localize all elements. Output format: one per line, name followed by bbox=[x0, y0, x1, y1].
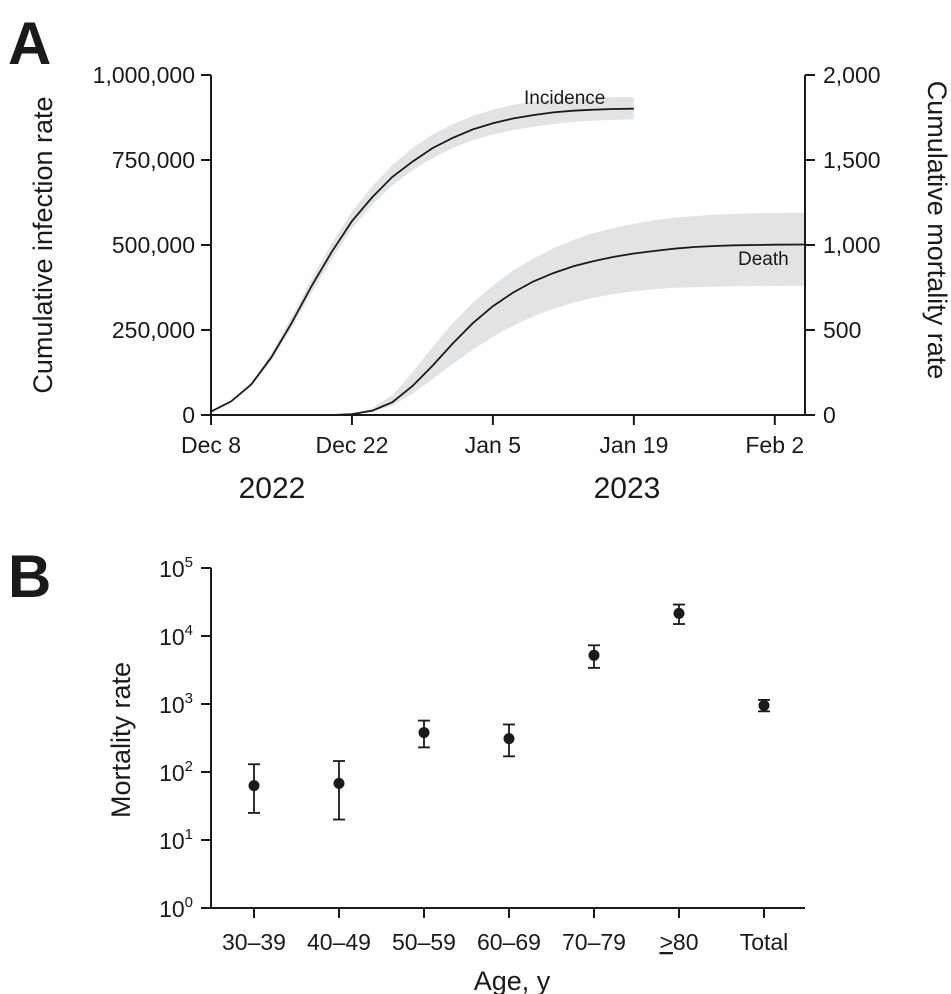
y-tick-label: 104 bbox=[159, 622, 193, 650]
axis-ticks: 0 250,000 500,000 750,000 1,000,000 0 500 1,000… bbox=[93, 62, 881, 458]
x-tick-label: 40–49 bbox=[307, 929, 371, 955]
incidence-annotation: Incidence bbox=[524, 88, 605, 109]
y-tick-label: 100 bbox=[159, 894, 193, 922]
x-tick-label: Jan 19 bbox=[599, 432, 668, 458]
data-point bbox=[758, 700, 770, 712]
year-label-2023: 2023 bbox=[594, 472, 661, 505]
incidence-line bbox=[210, 107, 634, 413]
left-y-axis-title: Cumulative infection rate bbox=[28, 96, 58, 393]
right-y-tick-label: 1,500 bbox=[823, 147, 881, 173]
series-lines bbox=[210, 107, 806, 416]
x-tick-label: >80 bbox=[659, 929, 698, 955]
left-y-tick-label: 250,000 bbox=[112, 317, 195, 343]
left-y-tick-label: 0 bbox=[182, 402, 195, 428]
x-tick-label: Feb 2 bbox=[745, 432, 804, 458]
x-tick-label: 50–59 bbox=[392, 929, 456, 955]
x-tick-label: Total bbox=[740, 929, 789, 955]
right-y-tick-label: 1,000 bbox=[823, 232, 881, 258]
data-point bbox=[248, 780, 260, 792]
y-tick-label: 103 bbox=[159, 690, 193, 718]
data-point bbox=[418, 727, 430, 739]
x-tick-label: 70–79 bbox=[562, 929, 626, 955]
right-y-axis-title: Cumulative mortality rate bbox=[922, 81, 951, 380]
x-tick-label: Jan 5 bbox=[465, 432, 521, 458]
x-tick-label: Dec 8 bbox=[181, 432, 241, 458]
incidence-confidence-band bbox=[211, 97, 634, 412]
x-tick-label: 30–39 bbox=[222, 929, 286, 955]
y-tick-label: 102 bbox=[159, 758, 193, 786]
y-tick-label: 105 bbox=[159, 554, 193, 582]
x-tick-label: 60–69 bbox=[477, 929, 541, 955]
year-label-2022: 2022 bbox=[239, 472, 306, 505]
right-y-tick-label: 500 bbox=[823, 317, 861, 343]
panel-label-b: B bbox=[8, 543, 51, 610]
left-y-tick-label: 500,000 bbox=[112, 232, 195, 258]
right-y-tick-label: 2,000 bbox=[823, 62, 881, 88]
data-point bbox=[503, 733, 515, 745]
axis-ticks: 100 101 102 103 104 105 30–39 40–49 50–59 60–69 70… bbox=[159, 554, 788, 955]
death-confidence-band bbox=[331, 212, 805, 415]
confidence-bands bbox=[211, 97, 805, 415]
data-point bbox=[673, 607, 685, 619]
panel-label-a: A bbox=[8, 10, 51, 77]
panel-b-chart: 100 101 102 103 104 105 30–39 40–49 50–59 60–69 70… bbox=[106, 554, 805, 994]
left-y-tick-label: 1,000,000 bbox=[93, 62, 195, 88]
death-line bbox=[331, 243, 806, 416]
data-points bbox=[248, 603, 770, 821]
y-axis-title: Mortality rate bbox=[106, 662, 136, 818]
y-tick-label: 101 bbox=[159, 826, 193, 854]
data-point bbox=[588, 649, 600, 661]
x-tick-label: Dec 22 bbox=[316, 432, 389, 458]
right-y-tick-label: 0 bbox=[823, 402, 836, 428]
death-annotation: Death bbox=[738, 249, 789, 270]
left-y-tick-label: 750,000 bbox=[112, 147, 195, 173]
x-axis-title: Age, y bbox=[474, 966, 551, 994]
panel-a-chart: 0 250,000 500,000 750,000 1,000,000 0 500 1,000… bbox=[28, 62, 951, 505]
data-point bbox=[333, 777, 345, 789]
